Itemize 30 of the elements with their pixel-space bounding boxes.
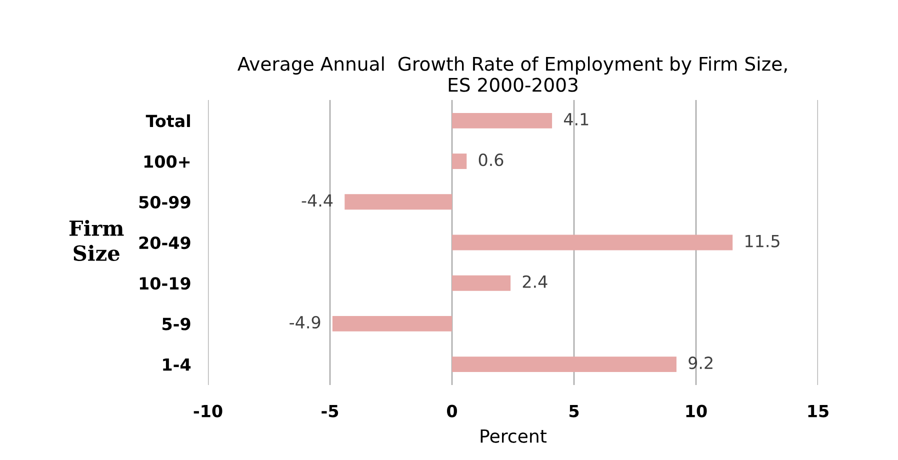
- y-axis-title: Firm Size: [69, 220, 124, 261]
- data-label: 4.1: [564, 113, 588, 126]
- bar: [332, 316, 452, 332]
- data-label: -4.4: [302, 194, 333, 206]
- bar: [452, 112, 552, 128]
- y-tick-label: 20-49: [139, 236, 190, 250]
- chart-title: Average Annual Growth Rate of Employment by Firm Size, ES 2000-2003: [238, 56, 787, 92]
- y-tick-label: 1-4: [163, 358, 191, 371]
- x-tick-label: 15: [808, 404, 828, 418]
- y-tick-label: Total: [146, 114, 190, 128]
- bar: [344, 194, 452, 210]
- x-tick-label: 5: [569, 404, 579, 418]
- y-tick-label: 5-9: [162, 318, 190, 330]
- x-axis-title: Percent: [480, 429, 547, 443]
- bar: [452, 234, 733, 250]
- data-label: 0.6: [478, 154, 504, 166]
- x-tick-label: -10: [194, 404, 222, 418]
- data-label: 11.5: [746, 234, 780, 248]
- x-tick-label: 0: [447, 404, 457, 418]
- data-label: -4.9: [290, 316, 320, 329]
- bar: [452, 356, 676, 372]
- bar: [452, 275, 511, 291]
- data-label: 9.2: [688, 356, 712, 370]
- data-label: 2.4: [522, 275, 548, 288]
- y-tick-label: 50-99: [139, 196, 190, 208]
- x-tick-label: -5: [322, 404, 338, 418]
- y-tick-label: 10-19: [140, 277, 190, 290]
- x-tick-label: 10: [686, 404, 707, 418]
- y-tick-label: 100+: [144, 155, 190, 168]
- bar: [452, 154, 467, 169]
